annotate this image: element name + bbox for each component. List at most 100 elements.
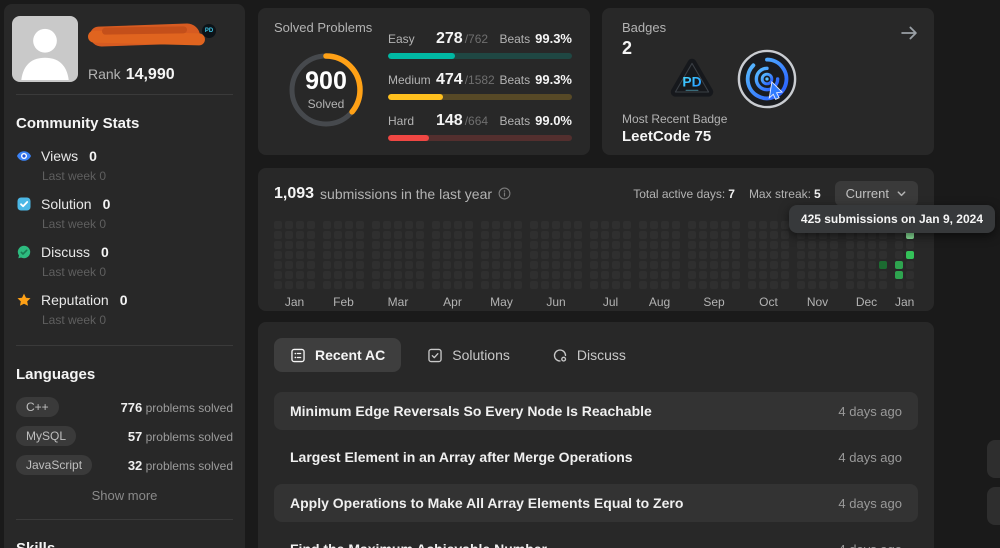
- heatmap-cell[interactable]: [345, 251, 353, 259]
- heatmap-cell[interactable]: [759, 251, 767, 259]
- heatmap-cell[interactable]: [372, 221, 380, 229]
- heatmap-cell[interactable]: [906, 241, 914, 249]
- heatmap-cell[interactable]: [541, 241, 549, 249]
- heatmap-cell[interactable]: [356, 251, 364, 259]
- heatmap-cell[interactable]: [514, 281, 522, 289]
- heatmap-cell[interactable]: [672, 231, 680, 239]
- heatmap-cell[interactable]: [481, 271, 489, 279]
- heatmap-cell[interactable]: [781, 241, 789, 249]
- heatmap-cell[interactable]: [323, 281, 331, 289]
- heatmap-cell[interactable]: [590, 221, 598, 229]
- heatmap-cell[interactable]: [830, 261, 838, 269]
- heatmap-cell[interactable]: [612, 221, 620, 229]
- heatmap-cell[interactable]: [688, 241, 696, 249]
- heatmap-cell[interactable]: [541, 261, 549, 269]
- heatmap-cell[interactable]: [274, 251, 282, 259]
- heatmap-cell[interactable]: [307, 231, 315, 239]
- heatmap-cell[interactable]: [372, 241, 380, 249]
- heatmap-cell[interactable]: [405, 221, 413, 229]
- heatmap-cell[interactable]: [274, 231, 282, 239]
- heatmap-cell[interactable]: [274, 221, 282, 229]
- heatmap-cell[interactable]: [563, 271, 571, 279]
- heatmap-cell[interactable]: [530, 221, 538, 229]
- heatmap-cell[interactable]: [432, 231, 440, 239]
- heatmap-cell[interactable]: [830, 241, 838, 249]
- heatmap-cell[interactable]: [770, 251, 778, 259]
- language-pill[interactable]: C++: [16, 397, 59, 417]
- heatmap-cell[interactable]: [770, 241, 778, 249]
- heatmap-cell[interactable]: [781, 261, 789, 269]
- heatmap-cell[interactable]: [857, 251, 865, 259]
- heatmap-cell[interactable]: [781, 281, 789, 289]
- heatmap-cell[interactable]: [552, 271, 560, 279]
- heatmap-cell[interactable]: [323, 241, 331, 249]
- recent-ac-row[interactable]: Minimum Edge Reversals So Every Node Is …: [274, 392, 918, 430]
- heatmap-cell[interactable]: [759, 281, 767, 289]
- heatmap-cell[interactable]: [672, 241, 680, 249]
- heatmap-cell[interactable]: [732, 261, 740, 269]
- heatmap-cell[interactable]: [383, 271, 391, 279]
- heatmap-cell[interactable]: [770, 231, 778, 239]
- heatmap-cell[interactable]: [699, 241, 707, 249]
- heatmap-cell[interactable]: [372, 281, 380, 289]
- heatmap-cell[interactable]: [732, 281, 740, 289]
- heatmap-cell[interactable]: [688, 231, 696, 239]
- heatmap-cell[interactable]: [857, 281, 865, 289]
- heatmap-cell[interactable]: [808, 261, 816, 269]
- heatmap-cell[interactable]: [372, 261, 380, 269]
- heatmap-cell[interactable]: [563, 281, 571, 289]
- heatmap-cell[interactable]: [650, 241, 658, 249]
- heatmap-cell[interactable]: [721, 241, 729, 249]
- heatmap-cell[interactable]: [819, 231, 827, 239]
- heatmap-cell[interactable]: [514, 251, 522, 259]
- heatmap-cell[interactable]: [748, 241, 756, 249]
- heatmap-cell[interactable]: [661, 241, 669, 249]
- heatmap-cell[interactable]: [759, 231, 767, 239]
- heatmap-cell[interactable]: [454, 231, 462, 239]
- heatmap-cell[interactable]: [574, 221, 582, 229]
- heatmap-cell[interactable]: [879, 261, 887, 269]
- heatmap-cell[interactable]: [345, 261, 353, 269]
- heatmap-cell[interactable]: [819, 251, 827, 259]
- heatmap-cell[interactable]: [563, 261, 571, 269]
- heatmap-cell[interactable]: [454, 221, 462, 229]
- heatmap-cell[interactable]: [372, 271, 380, 279]
- heatmap-cell[interactable]: [612, 231, 620, 239]
- heatmap-cell[interactable]: [405, 261, 413, 269]
- heatmap-cell[interactable]: [879, 281, 887, 289]
- heatmap-cell[interactable]: [296, 271, 304, 279]
- heatmap-cell[interactable]: [710, 221, 718, 229]
- heatmap-cell[interactable]: [895, 281, 903, 289]
- heatmap-cell[interactable]: [530, 271, 538, 279]
- community-stat-item[interactable]: Reputation 0 Last week 0: [16, 290, 233, 327]
- heatmap-cell[interactable]: [541, 281, 549, 289]
- heatmap-cell[interactable]: [530, 251, 538, 259]
- heatmap-cell[interactable]: [770, 281, 778, 289]
- heatmap-cell[interactable]: [503, 261, 511, 269]
- heatmap-cell[interactable]: [612, 251, 620, 259]
- heatmap-cell[interactable]: [334, 231, 342, 239]
- heatmap-cell[interactable]: [879, 241, 887, 249]
- heatmap-cell[interactable]: [465, 271, 473, 279]
- heatmap-cell[interactable]: [721, 261, 729, 269]
- community-stat-item[interactable]: Discuss 0 Last week 0: [16, 242, 233, 279]
- heatmap-cell[interactable]: [590, 231, 598, 239]
- heatmap-cell[interactable]: [345, 231, 353, 239]
- heatmap-cell[interactable]: [274, 271, 282, 279]
- heatmap-cell[interactable]: [846, 271, 854, 279]
- heatmap-cell[interactable]: [285, 231, 293, 239]
- heatmap-cell[interactable]: [650, 251, 658, 259]
- heatmap-cell[interactable]: [552, 231, 560, 239]
- heatmap-cell[interactable]: [432, 241, 440, 249]
- heatmap-cell[interactable]: [830, 281, 838, 289]
- heatmap-cell[interactable]: [541, 271, 549, 279]
- heatmap-cell[interactable]: [639, 241, 647, 249]
- heatmap-cell[interactable]: [797, 281, 805, 289]
- heatmap-cell[interactable]: [650, 281, 658, 289]
- heatmap-cell[interactable]: [797, 261, 805, 269]
- heatmap-cell[interactable]: [465, 261, 473, 269]
- heatmap-cell[interactable]: [492, 261, 500, 269]
- heatmap-cell[interactable]: [563, 251, 571, 259]
- heatmap-cell[interactable]: [868, 241, 876, 249]
- heatmap-cell[interactable]: [345, 221, 353, 229]
